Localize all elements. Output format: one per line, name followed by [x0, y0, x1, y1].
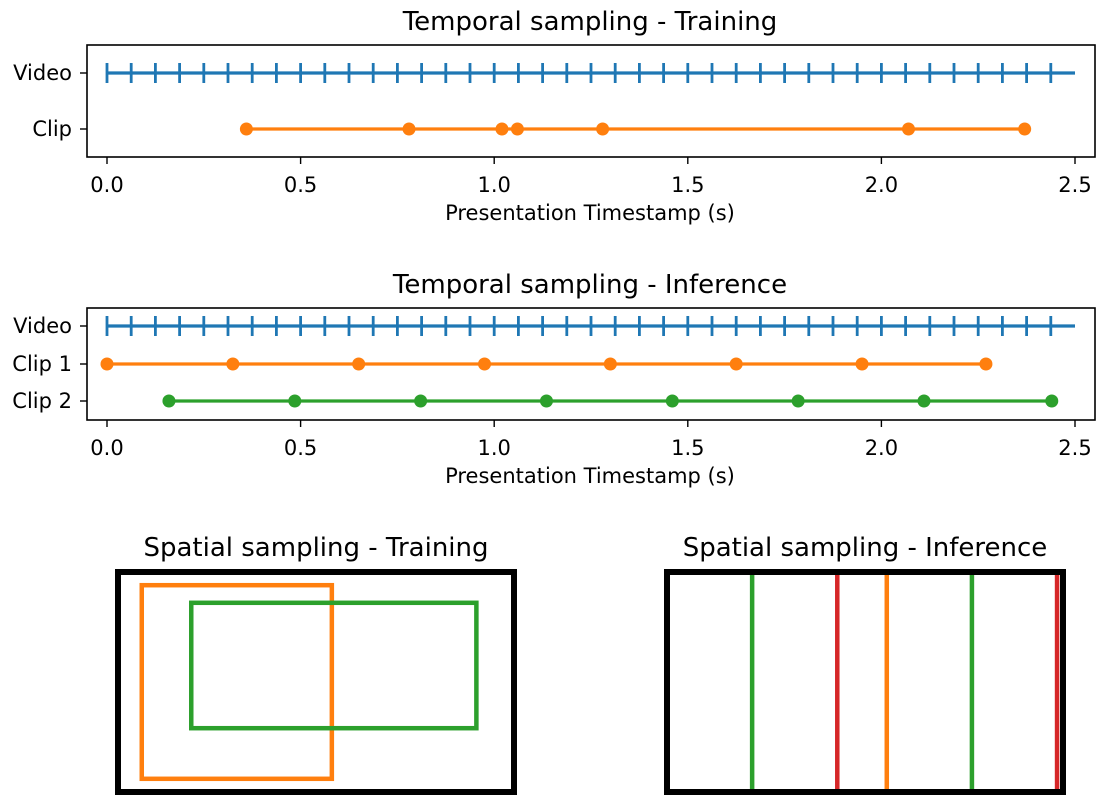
sample-point — [414, 394, 428, 408]
sample-point — [288, 394, 302, 408]
temporal-inference-plot — [100, 316, 1075, 408]
sample-point — [979, 357, 993, 371]
temporal-inference-row-labels: Video Clip 1 Clip 2 — [12, 314, 87, 413]
spatial-training-title: Spatial sampling - Training — [143, 533, 488, 563]
sample-point — [902, 122, 916, 136]
row-label: Clip 1 — [12, 352, 72, 376]
x-tick-label: 2.0 — [865, 436, 898, 460]
spatial-inference-boxes — [664, 569, 1066, 795]
sample-point — [352, 357, 366, 371]
spatial-inference-title: Spatial sampling - Inference — [683, 533, 1048, 563]
temporal-training-xlabel: Presentation Timestamp (s) — [445, 201, 735, 225]
x-tick-label: 0.0 — [90, 436, 123, 460]
sample-point — [791, 394, 805, 408]
row-label: Clip — [32, 117, 72, 141]
x-tick-label: 0.5 — [284, 436, 317, 460]
sample-point — [603, 357, 617, 371]
crop-box — [835, 569, 1060, 795]
temporal-inference-xlabel: Presentation Timestamp (s) — [445, 464, 735, 488]
sample-point — [539, 394, 553, 408]
crop-box — [749, 569, 975, 795]
spatial-training-boxes — [115, 569, 517, 795]
x-tick-label: 2.0 — [865, 173, 898, 197]
sample-point — [917, 394, 931, 408]
temporal-training-plot — [105, 63, 1075, 136]
row-label: Video — [13, 314, 72, 338]
x-tick-label: 0.0 — [90, 173, 123, 197]
sample-point — [596, 122, 610, 136]
crop-box — [664, 569, 890, 795]
crop-box — [139, 582, 335, 782]
sample-point — [478, 357, 492, 371]
temporal-inference-x-ticks: 0.0 0.5 1.0 1.5 2.0 2.5 — [90, 420, 1092, 460]
sample-point — [1018, 122, 1032, 136]
sample-point — [162, 394, 176, 408]
temporal-inference-title: Temporal sampling - Inference — [392, 270, 787, 300]
sample-point — [100, 357, 114, 371]
sample-point — [855, 357, 869, 371]
row-label: Video — [13, 61, 72, 85]
x-tick-label: 1.5 — [671, 436, 704, 460]
temporal-inference-panel: Temporal sampling - Inference 0.0 0.5 1.0 1… — [12, 270, 1096, 488]
sample-point — [510, 122, 524, 136]
temporal-training-axes-frame — [86, 44, 1096, 158]
sample-point — [239, 122, 253, 136]
sample-point — [665, 394, 679, 408]
frame-box — [115, 569, 517, 795]
x-tick-label: 2.5 — [1058, 436, 1091, 460]
spatial-training-panel: Spatial sampling - Training — [115, 533, 517, 795]
x-tick-label: 0.5 — [284, 173, 317, 197]
temporal-training-x-ticks: 0.0 0.5 1.0 1.5 2.0 2.5 — [90, 157, 1092, 197]
sample-point — [1045, 394, 1059, 408]
x-tick-label: 2.5 — [1058, 173, 1091, 197]
frame-box — [664, 569, 1066, 795]
x-tick-label: 1.0 — [477, 436, 510, 460]
temporal-training-row-labels: Video Clip — [13, 61, 87, 141]
sample-point — [402, 122, 416, 136]
x-tick-label: 1.0 — [477, 173, 510, 197]
row-label: Clip 2 — [12, 389, 72, 413]
temporal-training-panel: Temporal sampling - Training 0.0 0.5 1.0 1.… — [13, 7, 1096, 225]
spatial-inference-panel: Spatial sampling - Inference — [664, 533, 1066, 795]
sample-point — [226, 357, 240, 371]
x-tick-label: 1.5 — [671, 173, 704, 197]
sample-point — [495, 122, 509, 136]
temporal-training-title: Temporal sampling - Training — [402, 7, 778, 37]
sample-point — [729, 357, 743, 371]
crop-box — [189, 600, 479, 731]
